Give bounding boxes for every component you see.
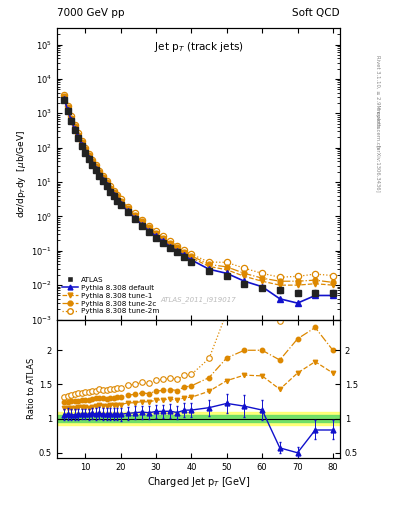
- Text: Jet p$_T$ (track jets): Jet p$_T$ (track jets): [154, 40, 243, 54]
- X-axis label: Charged Jet p$_T$ [GeV]: Charged Jet p$_T$ [GeV]: [147, 475, 250, 489]
- Legend: ATLAS, Pythia 8.308 default, Pythia 8.308 tune-1, Pythia 8.308 tune-2c, Pythia 8: ATLAS, Pythia 8.308 default, Pythia 8.30…: [61, 275, 161, 316]
- Text: Soft QCD: Soft QCD: [292, 8, 340, 18]
- Text: ATLAS_2011_I919017: ATLAS_2011_I919017: [161, 297, 236, 304]
- Y-axis label: Ratio to ATLAS: Ratio to ATLAS: [27, 358, 36, 419]
- Bar: [57, 415, 340, 422]
- Text: 7000 GeV pp: 7000 GeV pp: [57, 8, 125, 18]
- Y-axis label: d$\sigma$/dp$_{T}$dy  [$\mu$b/GeV]: d$\sigma$/dp$_{T}$dy [$\mu$b/GeV]: [15, 130, 28, 218]
- Bar: [57, 412, 340, 425]
- Text: mcplots.cern.ch: mcplots.cern.ch: [375, 107, 380, 149]
- Text: [arXiv:1306.3436]: [arXiv:1306.3436]: [375, 145, 380, 193]
- Text: Rivet 3.1.10, ≥ 2.9M events: Rivet 3.1.10, ≥ 2.9M events: [375, 55, 380, 129]
